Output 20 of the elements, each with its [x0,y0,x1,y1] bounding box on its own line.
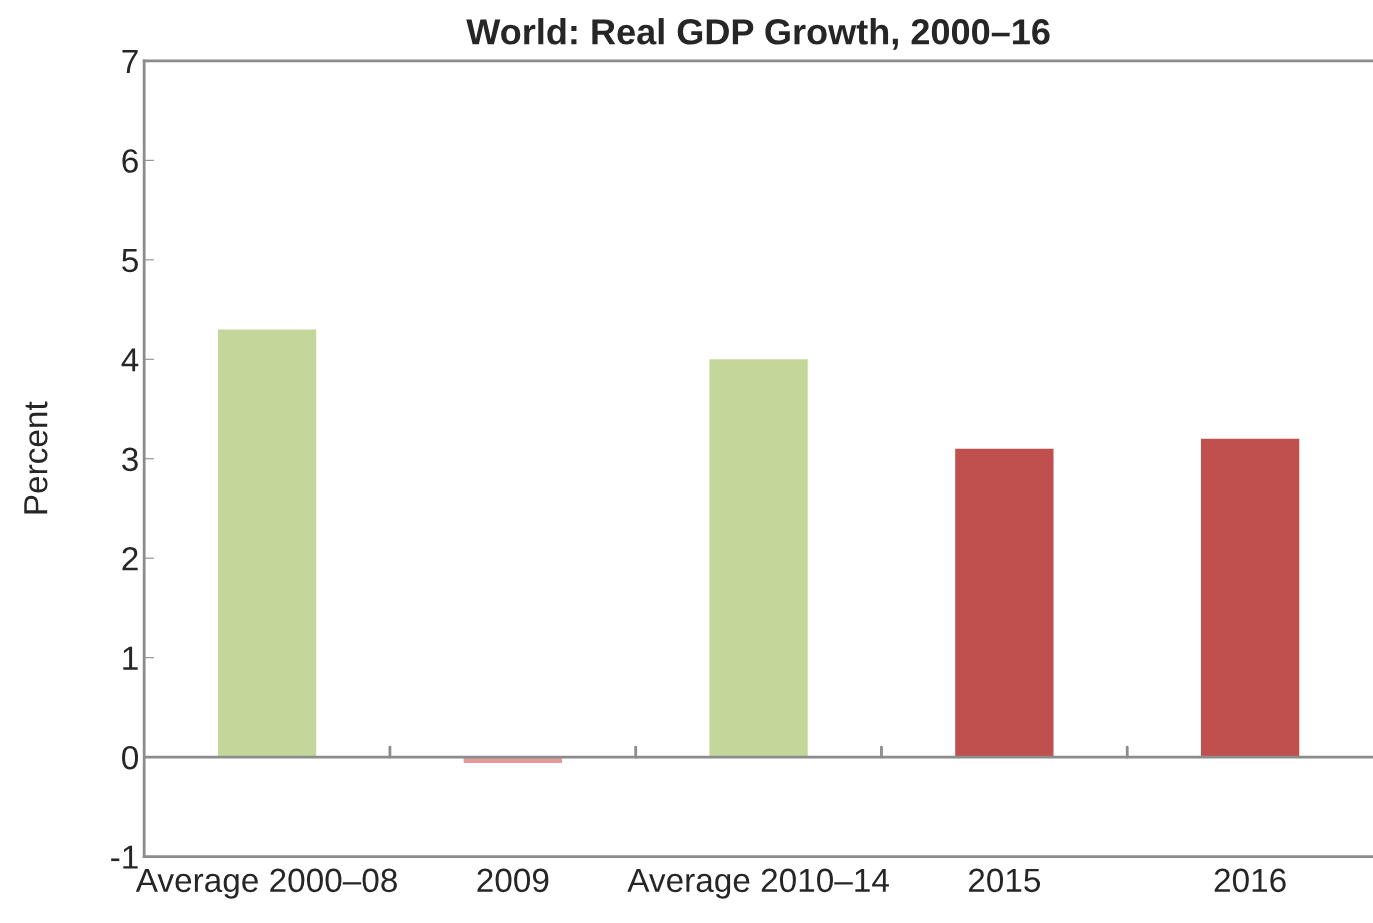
bar [1200,438,1300,758]
y-tick-label: 7 [122,50,138,73]
y-tick-label: 5 [122,248,138,273]
chart-title: World: Real GDP Growth, 2000–16 [466,18,1050,50]
bar [955,448,1054,758]
bar [709,359,808,758]
y-tick-label: 2 [122,546,138,571]
x-tick-label: 2016 [1214,868,1286,893]
y-tick-label: -1 [111,845,138,869]
x-tick-label: 2009 [477,868,549,893]
y-tick-label: 1 [123,646,138,670]
y-tick-label: 3 [122,447,138,472]
x-tick-label: 2015 [968,868,1041,893]
y-tick-label: 4 [121,348,139,372]
y-tick-label: 6 [122,149,138,173]
y-axis-title: Percent [24,401,48,514]
bar [217,329,317,758]
x-tick-label: Average 2010–14 [627,868,889,899]
y-tick-label: 0 [122,745,138,770]
x-tick-label: Average 2000–08 [135,868,397,899]
